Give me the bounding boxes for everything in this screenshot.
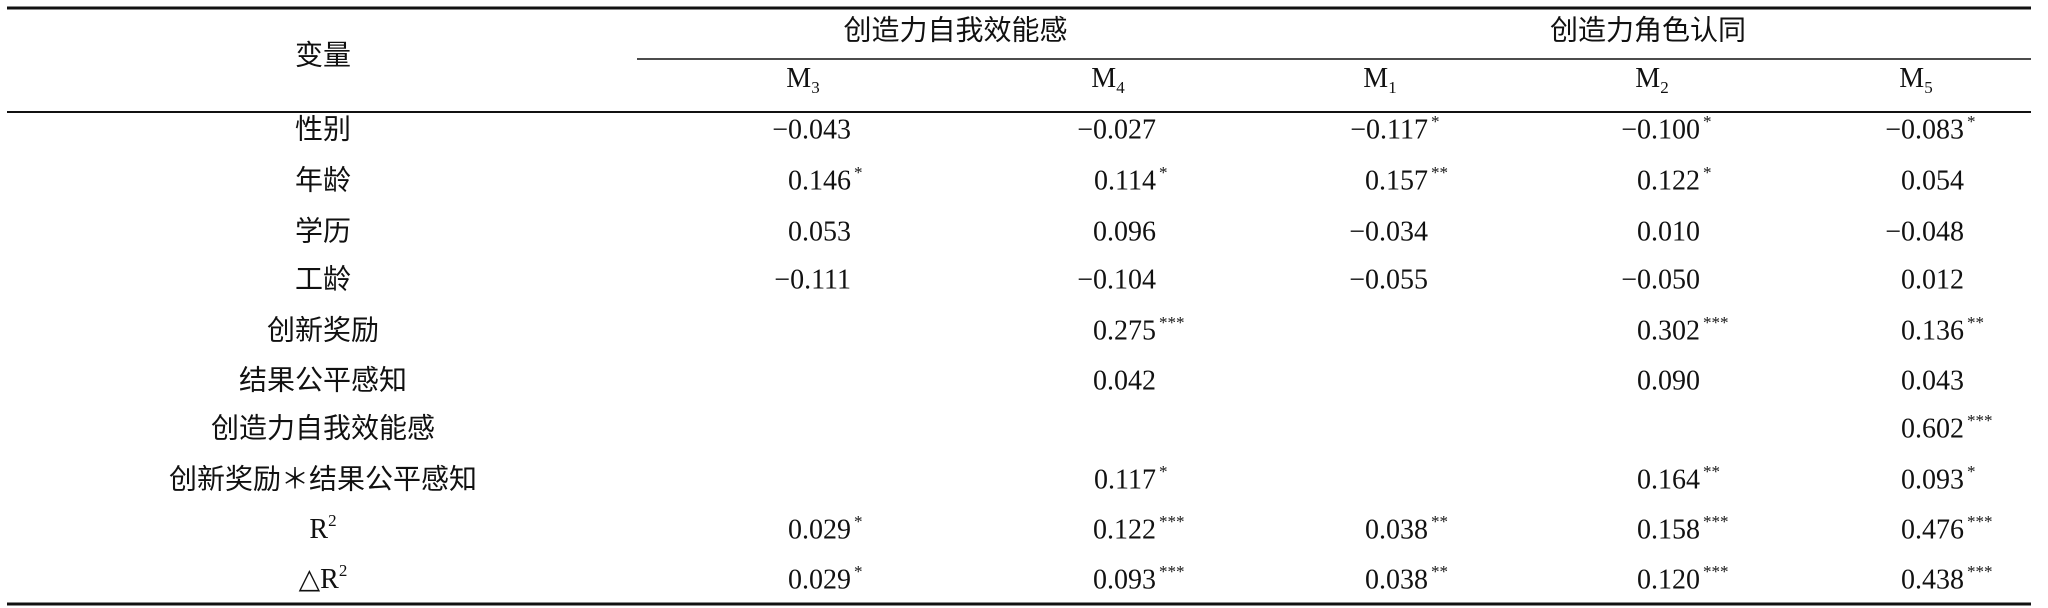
cell-sig: ** bbox=[1431, 562, 1448, 581]
cell-value: 0.120 bbox=[1637, 564, 1700, 595]
cell-value: −0.055 bbox=[1349, 264, 1428, 295]
cell-value: 0.122 bbox=[1637, 165, 1700, 196]
cell-value: 0.438 bbox=[1901, 564, 1964, 595]
cell-value: 0.054 bbox=[1901, 165, 1964, 196]
cell-value: 0.090 bbox=[1637, 365, 1700, 396]
column-header: M4 bbox=[1091, 63, 1125, 96]
column-base: M bbox=[786, 63, 811, 94]
row-label-sup: 2 bbox=[328, 511, 337, 530]
cell-value: −0.048 bbox=[1885, 216, 1964, 247]
cell-value: 0.096 bbox=[1093, 216, 1156, 247]
cell-value: 0.038 bbox=[1365, 514, 1428, 545]
column-sub: 4 bbox=[1116, 78, 1125, 97]
column-sub: 5 bbox=[1924, 78, 1933, 97]
cell-sig: * bbox=[1703, 163, 1712, 182]
column-sub: 3 bbox=[811, 78, 820, 97]
cell-sig: *** bbox=[1159, 562, 1185, 581]
cell-value: 0.043 bbox=[1901, 365, 1964, 396]
cell-value: 0.042 bbox=[1093, 365, 1156, 396]
cell-sig: ** bbox=[1431, 163, 1448, 182]
row-label-base: △R bbox=[299, 564, 340, 595]
cell-sig: ** bbox=[1967, 313, 1984, 332]
cell-value: −0.027 bbox=[1077, 114, 1156, 145]
cell-value: −0.050 bbox=[1621, 264, 1700, 295]
cell-sig: * bbox=[1967, 112, 1976, 131]
cell-value: 0.602 bbox=[1901, 413, 1964, 444]
cell-value: 0.476 bbox=[1901, 514, 1964, 545]
cell-sig: ** bbox=[1431, 512, 1448, 531]
row-label-base: R bbox=[309, 514, 328, 545]
cell-value: −0.117 bbox=[1350, 114, 1428, 145]
cell-sig: *** bbox=[1967, 562, 1993, 581]
cell-value: 0.029 bbox=[788, 514, 851, 545]
column-base: M bbox=[1635, 63, 1660, 94]
cell-sig: * bbox=[1703, 112, 1712, 131]
column-header: M5 bbox=[1899, 63, 1932, 96]
row-label: 工龄 bbox=[295, 263, 351, 295]
cell-sig: *** bbox=[1967, 512, 1993, 531]
row-label: 创造力自我效能感 bbox=[211, 412, 435, 444]
column-header: M3 bbox=[786, 63, 819, 96]
column-header: M2 bbox=[1635, 63, 1668, 96]
column-base: M bbox=[1899, 63, 1924, 94]
cell-value: 0.158 bbox=[1637, 514, 1700, 545]
column-base: M bbox=[1363, 63, 1388, 94]
cell-value: 0.053 bbox=[788, 216, 851, 247]
cell-value: 0.122 bbox=[1093, 514, 1156, 545]
cell-value: 0.157 bbox=[1365, 165, 1428, 196]
cell-value: −0.034 bbox=[1349, 216, 1428, 247]
row-label: 性别 bbox=[295, 113, 351, 145]
cell-value: −0.111 bbox=[774, 264, 851, 295]
cell-value: −0.104 bbox=[1077, 264, 1156, 295]
cell-sig: * bbox=[1967, 462, 1976, 481]
column-base: M bbox=[1091, 63, 1116, 94]
cell-value: 0.117 bbox=[1094, 464, 1156, 495]
cell-sig: * bbox=[1159, 163, 1168, 182]
cell-value: 0.164 bbox=[1637, 464, 1700, 495]
cell-sig: *** bbox=[1703, 313, 1729, 332]
cell-value: 0.114 bbox=[1094, 165, 1156, 196]
cell-value: 0.038 bbox=[1365, 564, 1428, 595]
cell-value: −0.100 bbox=[1621, 114, 1700, 145]
cell-value: 0.093 bbox=[1901, 464, 1964, 495]
cell-sig: *** bbox=[1967, 411, 1993, 430]
cell-value: −0.083 bbox=[1885, 114, 1964, 145]
column-sub: 1 bbox=[1388, 78, 1397, 97]
cell-sig: *** bbox=[1159, 512, 1185, 531]
cell-value: −0.043 bbox=[772, 114, 851, 145]
row-label-sup: 2 bbox=[339, 561, 348, 580]
cell-sig: * bbox=[1431, 112, 1440, 131]
row-label: △R2 bbox=[299, 561, 348, 596]
cell-value: 0.136 bbox=[1901, 315, 1964, 346]
cell-value: 0.012 bbox=[1901, 264, 1964, 295]
cell-sig: *** bbox=[1703, 562, 1729, 581]
row-label: 年龄 bbox=[295, 164, 351, 196]
cell-sig: * bbox=[854, 512, 863, 531]
cell-sig: * bbox=[854, 562, 863, 581]
cell-value: 0.029 bbox=[788, 564, 851, 595]
group-header: 创造力角色认同 bbox=[1550, 14, 1746, 46]
row-label: 创新奖励＊结果公平感知 bbox=[169, 463, 477, 495]
group-header: 创造力自我效能感 bbox=[843, 14, 1067, 46]
row-label: 创新奖励 bbox=[267, 314, 379, 346]
row-label: R2 bbox=[309, 511, 336, 546]
cell-value: 0.010 bbox=[1637, 216, 1700, 247]
column-sub: 2 bbox=[1660, 78, 1669, 97]
cell-value: 0.302 bbox=[1637, 315, 1700, 346]
row-label-header: 变量 bbox=[295, 39, 351, 71]
cell-sig: *** bbox=[1159, 313, 1185, 332]
cell-sig: * bbox=[854, 163, 863, 182]
row-label: 学历 bbox=[295, 215, 351, 247]
cell-sig: *** bbox=[1703, 512, 1729, 531]
cell-value: 0.093 bbox=[1093, 564, 1156, 595]
column-header: M1 bbox=[1363, 63, 1396, 96]
cell-value: 0.146 bbox=[788, 165, 851, 196]
cell-value: 0.275 bbox=[1093, 315, 1156, 346]
cell-sig: * bbox=[1159, 462, 1168, 481]
cell-sig: ** bbox=[1703, 462, 1720, 481]
row-label: 结果公平感知 bbox=[239, 364, 407, 396]
